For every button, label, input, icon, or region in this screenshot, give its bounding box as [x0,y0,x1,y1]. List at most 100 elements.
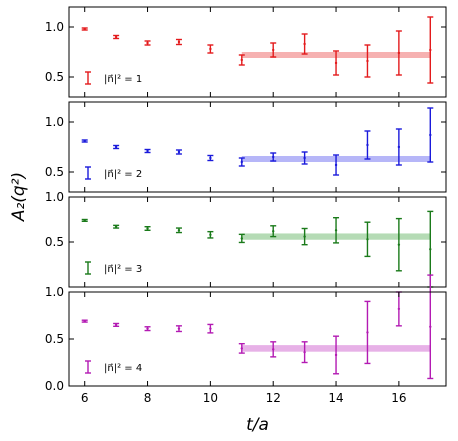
panel-2: 0.5 1.0 |n⃗|² = 2 [45,101,447,193]
x-axis-label: t/a [246,415,269,435]
data-point [207,323,214,334]
data-point [333,50,340,76]
point-marker [114,323,118,327]
point-marker [429,325,432,328]
point-marker [429,133,432,137]
point-marker [240,58,243,62]
point-marker [177,229,181,232]
y-tick-label: 1.0 [45,115,64,129]
data-point [270,42,277,58]
panel-frame [68,101,447,193]
data-point [144,40,151,46]
x-tick-label: 10 [203,391,218,405]
y-tick-label: 0.5 [45,332,64,346]
data-point [81,218,88,223]
point-marker [146,149,149,153]
point-marker [272,155,275,159]
data-point [301,151,308,165]
point-marker [146,327,149,330]
point-marker [114,225,118,228]
data-point [395,128,402,166]
point-marker [429,248,432,251]
data-point [364,300,371,365]
data-point [395,217,402,272]
point-marker [366,143,369,147]
point-marker [397,51,401,55]
point-marker [209,233,212,236]
y-tick-label: 1.0 [45,20,64,34]
point-marker [209,327,212,330]
panel-4: 0.0 0.5 1.0 |n⃗|² = 4 [45,274,447,393]
y-tick-label: 0.0 [45,379,64,393]
point-marker [303,42,306,46]
legend-label: |n⃗|² = 2 [104,169,142,180]
point-marker [83,219,86,222]
data-point [333,154,340,176]
data-point [333,335,340,375]
legend-label: |n⃗|² = 1 [104,74,142,85]
data-point [175,227,182,234]
y-tick-label: 1.0 [45,190,64,204]
data-point [81,27,88,31]
point-marker [146,227,149,230]
data-point [144,225,151,232]
point-marker [397,307,401,311]
data-point [175,149,182,155]
data-point [270,152,277,162]
data-point [270,225,277,238]
point-marker [177,150,181,154]
point-marker [83,27,86,31]
x-tick-label: 8 [144,391,152,405]
data-point [301,227,308,246]
legend-marker [85,261,91,275]
data-point [364,44,371,78]
point-marker [303,235,306,238]
data-point [81,139,88,143]
data-point [238,157,245,167]
data-point [207,44,214,54]
data-point [333,216,340,244]
data-point [270,341,277,358]
data-point [395,30,402,76]
panel-1: 0.5 1.0 |n⃗|² = 1 [45,6,447,98]
data-point [144,326,151,332]
point-marker [83,319,86,323]
legend-marker [85,166,91,180]
x-tick-label: 12 [266,391,281,405]
data-point [364,130,371,160]
point-marker [272,230,275,233]
y-tick-label: 0.5 [45,165,64,179]
point-marker [303,156,306,160]
data-point [113,34,120,40]
data-point [427,107,434,163]
data-point [207,154,214,162]
point-marker [366,331,369,334]
x-tick-label: 6 [81,391,89,405]
point-marker [114,35,118,39]
panel-3: 0.5 1.0 |n⃗|² = 3 [45,190,447,288]
point-marker [366,238,369,241]
point-marker [366,59,369,63]
x-tick-label: 14 [328,391,343,405]
data-point [175,38,182,46]
point-marker [209,156,212,160]
point-marker [334,353,338,357]
data-point [144,148,151,154]
y-tick-label: 1.0 [45,285,64,299]
point-marker [303,350,306,354]
legend-label: |n⃗|² = 3 [104,264,142,275]
point-marker [334,61,338,65]
legend-marker [85,360,91,374]
point-marker [177,327,181,330]
data-point [113,322,120,328]
data-point [113,144,120,150]
point-marker [146,41,149,45]
point-marker [240,160,243,164]
point-marker [397,243,401,246]
data-point [238,233,245,244]
data-point [427,16,434,84]
data-point [364,221,371,258]
data-point [113,224,120,229]
data-point [175,325,182,333]
